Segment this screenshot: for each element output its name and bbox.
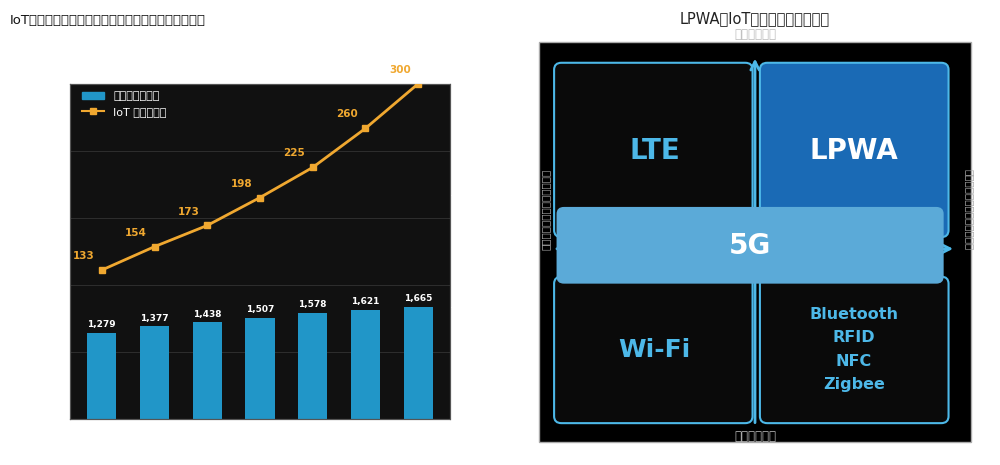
Text: 1,507: 1,507 [246, 305, 274, 314]
Text: LPWA: LPWA [810, 137, 898, 165]
Text: 5G: 5G [729, 232, 771, 259]
Text: （億個）: （億個） [480, 64, 507, 73]
Text: 1,377: 1,377 [140, 313, 169, 323]
Bar [404, 307, 433, 418]
Text: 1,279: 1,279 [87, 320, 116, 329]
Legend: スマホ出荷台数, IoT デバイス数: スマホ出荷台数, IoT デバイス数 [78, 87, 171, 121]
Text: （百万台）: （百万台） [0, 64, 27, 73]
FancyBboxPatch shape [539, 42, 971, 442]
FancyBboxPatch shape [760, 277, 949, 423]
Bar [87, 333, 116, 418]
Bar [245, 318, 275, 418]
Text: 154: 154 [125, 228, 147, 238]
Text: IoTデバイス数とスマフォ出荷台数の推移および予測: IoTデバイス数とスマフォ出荷台数の推移および予測 [10, 14, 206, 27]
Text: 1,621: 1,621 [351, 297, 380, 306]
Text: 狭域・短距離: 狭域・短距離 [734, 430, 776, 443]
Text: 133: 133 [72, 251, 94, 261]
Bar [351, 310, 380, 418]
Text: 広域・遠距離: 広域・遠距離 [734, 28, 776, 41]
FancyBboxPatch shape [554, 63, 753, 237]
Text: 1,665: 1,665 [404, 294, 432, 303]
Text: 1,438: 1,438 [193, 310, 222, 319]
FancyBboxPatch shape [557, 207, 944, 284]
Text: 173: 173 [178, 206, 200, 217]
Text: 300: 300 [389, 65, 411, 75]
Text: 消費電力低・低速・低コスト: 消費電力低・低速・低コスト [965, 169, 975, 250]
Text: LPWA～IoTを支える通信技術～: LPWA～IoTを支える通信技術～ [680, 12, 830, 27]
Text: 225: 225 [283, 148, 305, 159]
Bar [298, 313, 327, 418]
Text: Bluetooth
RFID
NFC
Zigbee: Bluetooth RFID NFC Zigbee [809, 307, 898, 392]
Text: 198: 198 [231, 179, 252, 189]
Text: 消費電力大・高速・高コスト: 消費電力大・高速・高コスト [540, 169, 550, 250]
Text: LTE: LTE [629, 137, 680, 165]
Text: Wi-Fi: Wi-Fi [618, 338, 691, 362]
Bar [193, 322, 222, 419]
FancyBboxPatch shape [760, 63, 949, 237]
FancyBboxPatch shape [554, 277, 753, 423]
Bar [140, 326, 169, 419]
Text: 260: 260 [336, 109, 358, 120]
Text: 1,578: 1,578 [298, 300, 327, 309]
